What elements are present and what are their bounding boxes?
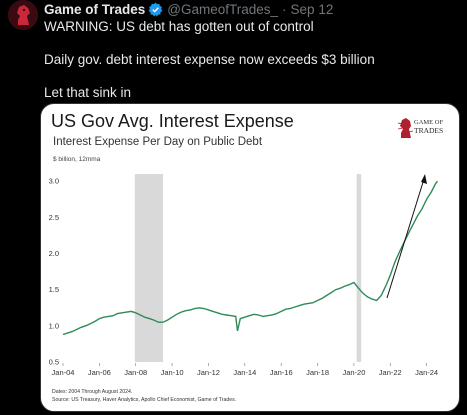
y-tick-label: 2.0: [49, 249, 59, 258]
y-tick-label: 1.5: [49, 285, 59, 294]
avatar[interactable]: [8, 0, 38, 30]
x-tick-label: Jan-20: [342, 368, 365, 377]
knight-logo-icon: [397, 118, 414, 138]
footnote-source: Source: US Treasury, Haver Analytics, Ap…: [52, 397, 236, 403]
y-axis: 0.5 1.0 1.5 2.0 2.5 3.0: [49, 177, 59, 367]
logo-text-bottom: TRADES: [414, 126, 443, 135]
x-tick-label: Jan-04: [52, 368, 75, 377]
y-tick-label: 1.0: [49, 321, 59, 330]
x-tick-label: Jan-10: [161, 368, 184, 377]
x-tick-label: Jan-08: [124, 368, 147, 377]
footnote-dates: Dates: 2004 Through August 2024.: [52, 389, 132, 395]
x-tick-label: Jan-24: [415, 368, 438, 377]
timestamp[interactable]: Sep 12: [290, 1, 334, 17]
game-of-trades-logo: GAME OF TRADES: [397, 118, 443, 138]
recession-band: [356, 174, 362, 362]
x-tick-label: Jan-14: [233, 368, 256, 377]
tweet-header: Game of Trades @GameofTrades_ · Sep 12: [44, 0, 333, 18]
x-tick-label: Jan-06: [88, 368, 111, 377]
series-line: [62, 180, 439, 336]
handle[interactable]: @GameofTrades_: [167, 1, 279, 17]
logo-text-top: GAME OF: [414, 119, 443, 126]
x-tick-label: Jan-12: [197, 368, 220, 377]
knight-logo-icon: [8, 0, 38, 30]
x-tick-label: Jan-22: [379, 368, 402, 377]
y-tick-label: 0.5: [49, 358, 59, 367]
trend-arrow: [386, 174, 427, 299]
x-tick-label: Jan-18: [306, 368, 329, 377]
tweet-text-line: WARNING: US debt has gotten out of contr…: [44, 19, 314, 34]
chart-title: US Gov Avg. Interest Expense: [51, 111, 294, 131]
display-name[interactable]: Game of Trades: [44, 1, 146, 17]
separator-dot: ·: [282, 1, 287, 17]
recession-band: [134, 174, 163, 362]
recession-shading: [134, 174, 362, 362]
chart-image[interactable]: US Gov Avg. Interest Expense Interest Ex…: [40, 103, 460, 412]
x-axis: Jan-04 Jan-06 Jan-08 Jan-10 Jan-12 Jan-14 Jan-…: [52, 363, 438, 377]
verified-badge-icon: [148, 2, 163, 17]
x-tick-label: Jan-16: [270, 368, 293, 377]
chart-subtitle: Interest Expense Per Day on Public Debt: [53, 136, 263, 148]
y-tick-label: 3.0: [49, 177, 59, 186]
chart-svg: US Gov Avg. Interest Expense Interest Ex…: [49, 111, 444, 403]
unit-label: $ billion, 12mma: [53, 156, 101, 163]
y-tick-label: 2.5: [49, 213, 59, 222]
tweet-text-line: Daily gov. debt interest expense now exc…: [44, 52, 375, 67]
tweet-text-line: Let that sink in: [44, 85, 132, 100]
